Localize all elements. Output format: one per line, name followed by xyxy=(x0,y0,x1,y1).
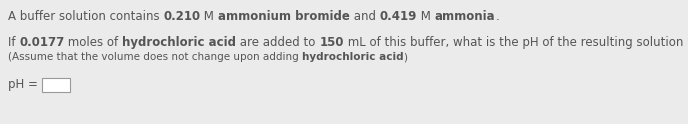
Text: ammonia: ammonia xyxy=(435,10,495,23)
Text: M: M xyxy=(417,10,435,23)
Text: 0.0177: 0.0177 xyxy=(19,36,65,49)
Text: (Assume that the volume does not change upon adding: (Assume that the volume does not change … xyxy=(8,52,302,62)
Text: ammonium bromide: ammonium bromide xyxy=(218,10,350,23)
Text: 0.419: 0.419 xyxy=(380,10,417,23)
Bar xyxy=(42,78,69,92)
Text: hydrochloric acid: hydrochloric acid xyxy=(122,36,237,49)
Text: .: . xyxy=(495,10,499,23)
Text: moles of: moles of xyxy=(65,36,122,49)
Text: If: If xyxy=(8,36,19,49)
Text: 150: 150 xyxy=(319,36,344,49)
Text: pH =: pH = xyxy=(8,78,42,91)
Text: ): ) xyxy=(404,52,407,62)
Text: hydrochloric acid: hydrochloric acid xyxy=(302,52,404,62)
Text: are added to: are added to xyxy=(237,36,319,49)
Text: and: and xyxy=(350,10,380,23)
Text: A buffer solution contains: A buffer solution contains xyxy=(8,10,163,23)
Text: mL of this buffer, what is the pH of the resulting solution ?: mL of this buffer, what is the pH of the… xyxy=(344,36,688,49)
Text: 0.210: 0.210 xyxy=(163,10,200,23)
Text: M: M xyxy=(200,10,218,23)
